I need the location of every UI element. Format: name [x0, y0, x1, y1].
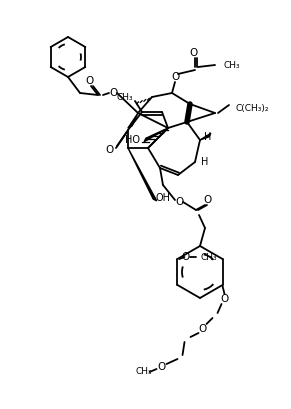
Text: C(CH₃)₂: C(CH₃)₂ — [235, 103, 269, 112]
Polygon shape — [128, 113, 138, 128]
Polygon shape — [144, 128, 168, 142]
Text: O: O — [157, 362, 166, 372]
Text: O: O — [220, 294, 229, 304]
Text: O: O — [204, 195, 212, 205]
Polygon shape — [128, 148, 157, 201]
Text: CH₃: CH₃ — [117, 92, 133, 101]
Text: O: O — [176, 197, 184, 207]
Text: H: H — [201, 157, 209, 167]
Text: CH₃: CH₃ — [223, 61, 239, 70]
Text: O: O — [181, 252, 190, 262]
Text: H: H — [204, 132, 212, 142]
Polygon shape — [200, 133, 211, 140]
Text: O: O — [109, 88, 117, 98]
Text: O: O — [198, 324, 207, 334]
Text: CH₃: CH₃ — [200, 252, 217, 261]
Text: CH₃: CH₃ — [135, 368, 152, 377]
Text: O: O — [106, 145, 114, 155]
Text: O: O — [86, 76, 94, 86]
Text: HO: HO — [125, 135, 140, 145]
Text: OH: OH — [155, 193, 170, 203]
Text: O: O — [190, 48, 198, 58]
Text: O: O — [171, 72, 179, 82]
